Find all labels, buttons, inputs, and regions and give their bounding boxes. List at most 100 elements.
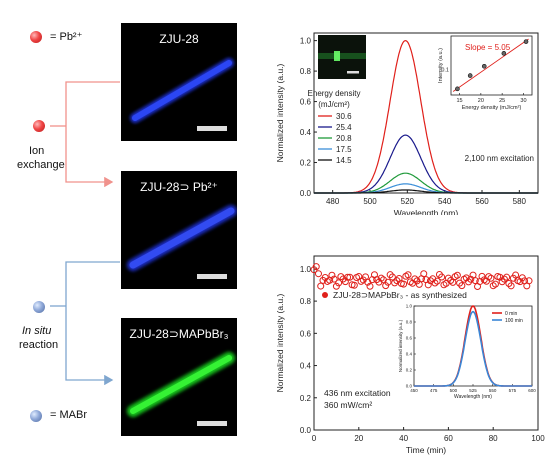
insitu-arrow [65,261,120,386]
x-tick-label: 60 [444,434,453,443]
pb-ion-icon [30,31,42,43]
stability-data-point [433,277,441,285]
stability-data-point [458,282,466,290]
legend-entry: ZJU-28⊃MAPbBr₃ - as synthesized [333,290,467,300]
stability-data-point [335,279,343,287]
blue-crystal-rod [130,58,234,123]
inset-data-point [523,39,529,44]
stability-data-point [505,279,513,287]
stability-data-point [404,271,412,279]
stability-data-point [507,282,515,290]
scale-bar [197,421,227,426]
stability-data-point [503,273,511,281]
y-tick-label: 1.0 [300,265,312,274]
inset-fit-line [452,38,529,92]
stability-data-point [487,274,495,282]
legend-entry: 25.4 [336,123,352,132]
stability-data-point [411,275,419,283]
camera-spot [334,51,340,61]
stability-data-point [384,278,392,286]
y-tick-label: 0.2 [300,394,312,403]
y-tick-label: 0.8 [300,297,312,306]
y-tick-label: 0.2 [300,159,312,168]
scale-bar [197,274,227,279]
legend-marker [322,292,328,298]
process-arrows [50,81,120,386]
y-tick-label: 0.4 [300,362,312,371]
inset-data-point [501,51,507,56]
x-tick-label: 540 [438,197,452,206]
stability-data-point [346,273,354,281]
stability-data-point [328,271,336,279]
blue-crystal-rod [127,205,237,271]
x-tick-label: 560 [475,197,489,206]
inset-y-axis-label: Intensity (a.u.) [438,48,444,83]
mabr-icon-reaction [33,301,45,313]
x-tick-label: 520 [401,197,415,206]
inset-x-tick-label: 25 [499,98,505,104]
stability-data-point [344,273,352,281]
x-tick-label: 500 [363,197,377,206]
stability-data-point [453,271,461,279]
camera-scale-bar [347,71,359,74]
legend-subtitle: (mJ/cm²) [318,100,350,109]
y-tick-label: 0.4 [300,128,312,137]
x-tick-label: 0 [312,434,317,443]
y-tick-label: 0.0 [300,426,312,435]
emission-spectra-chart: 480 500 520 540 560 580 0.0 0.2 0.4 0.6 0.8 1.0 Wave… [275,32,539,215]
micrograph-title: ZJU-28 [159,32,199,46]
x-tick-label: 100 [531,434,545,443]
inset-x-axis-label: Energy density (mJ/cm²) [462,105,522,111]
inset-y-tick-label: 0.1 [441,67,449,73]
y-axis-label: Normalized intensity (a.u.) [275,63,285,162]
plot-frame [313,32,539,194]
stability-data-point [388,273,396,281]
x-tick-label: 40 [399,434,408,443]
micrograph-title: ZJU-28⊃ Pb²⁺ [140,180,218,194]
stability-data-point [491,280,499,288]
inset-y-tick-label: 0.8 [406,320,413,325]
y-axis-label: Normalized intensity (a.u.) [275,293,285,392]
inset-y-tick-label: 1.0 [406,304,413,309]
x-axis-label: Wavelength (nm) [394,208,459,215]
y-tick-label: 0.6 [300,329,312,338]
stability-data-point [400,280,408,288]
x-tick-label: 480 [326,197,340,206]
inset-data-point [481,63,487,69]
inset-y-tick-label: 0.6 [406,336,413,341]
camera-beam [318,53,366,59]
stability-data-point [471,277,479,285]
inset-y-axis-label: Normalized intensity (a.u.) [398,319,403,372]
plot-frame [313,255,539,431]
inset-legend-entry: 0 min [505,311,517,317]
stability-data-point [447,276,455,284]
spectrum-line-14.5 [314,189,538,194]
stability-data-point [317,282,325,290]
x-tick-label: 20 [354,434,363,443]
stability-data-point [420,270,428,278]
inset-slope-label: Slope = 5.05 [465,43,511,52]
stability-data-point [449,278,457,286]
micrograph-zju28: ZJU-28 [121,23,237,141]
stability-data-point [413,277,421,285]
inset-y-tick-label: 0.0 [406,384,413,389]
stability-data-point [431,279,439,287]
stability-data-point [312,263,320,271]
stability-data-point [478,272,486,280]
micrograph-zju28-mapbbr3: ZJU-28⊃MAPbBr₃ [121,318,237,436]
legend-entry: 17.5 [336,145,352,154]
y-tick-label: 0.0 [300,189,312,198]
power-annotation: 360 mW/cm² [324,400,372,410]
stability-data-point [314,270,322,278]
y-tick-label: 1.0 [300,37,312,46]
stability-data-point [330,275,338,283]
pb-ion-icon-exchange [33,120,45,132]
inset-y-tick-label: 0.2 [406,368,413,373]
inset-x-tick-label: 525 [469,388,477,393]
inset-frame [413,305,533,387]
photostability-chart: 0 20 40 60 80 100 0.0 0.2 0.4 0.6 0.8 1.0 Time (min)… [275,255,545,455]
x-tick-label: 580 [513,197,527,206]
inset-x-tick-label: 500 [450,388,458,393]
legend-entry: 30.6 [336,112,352,121]
stability-data-point [485,273,493,281]
